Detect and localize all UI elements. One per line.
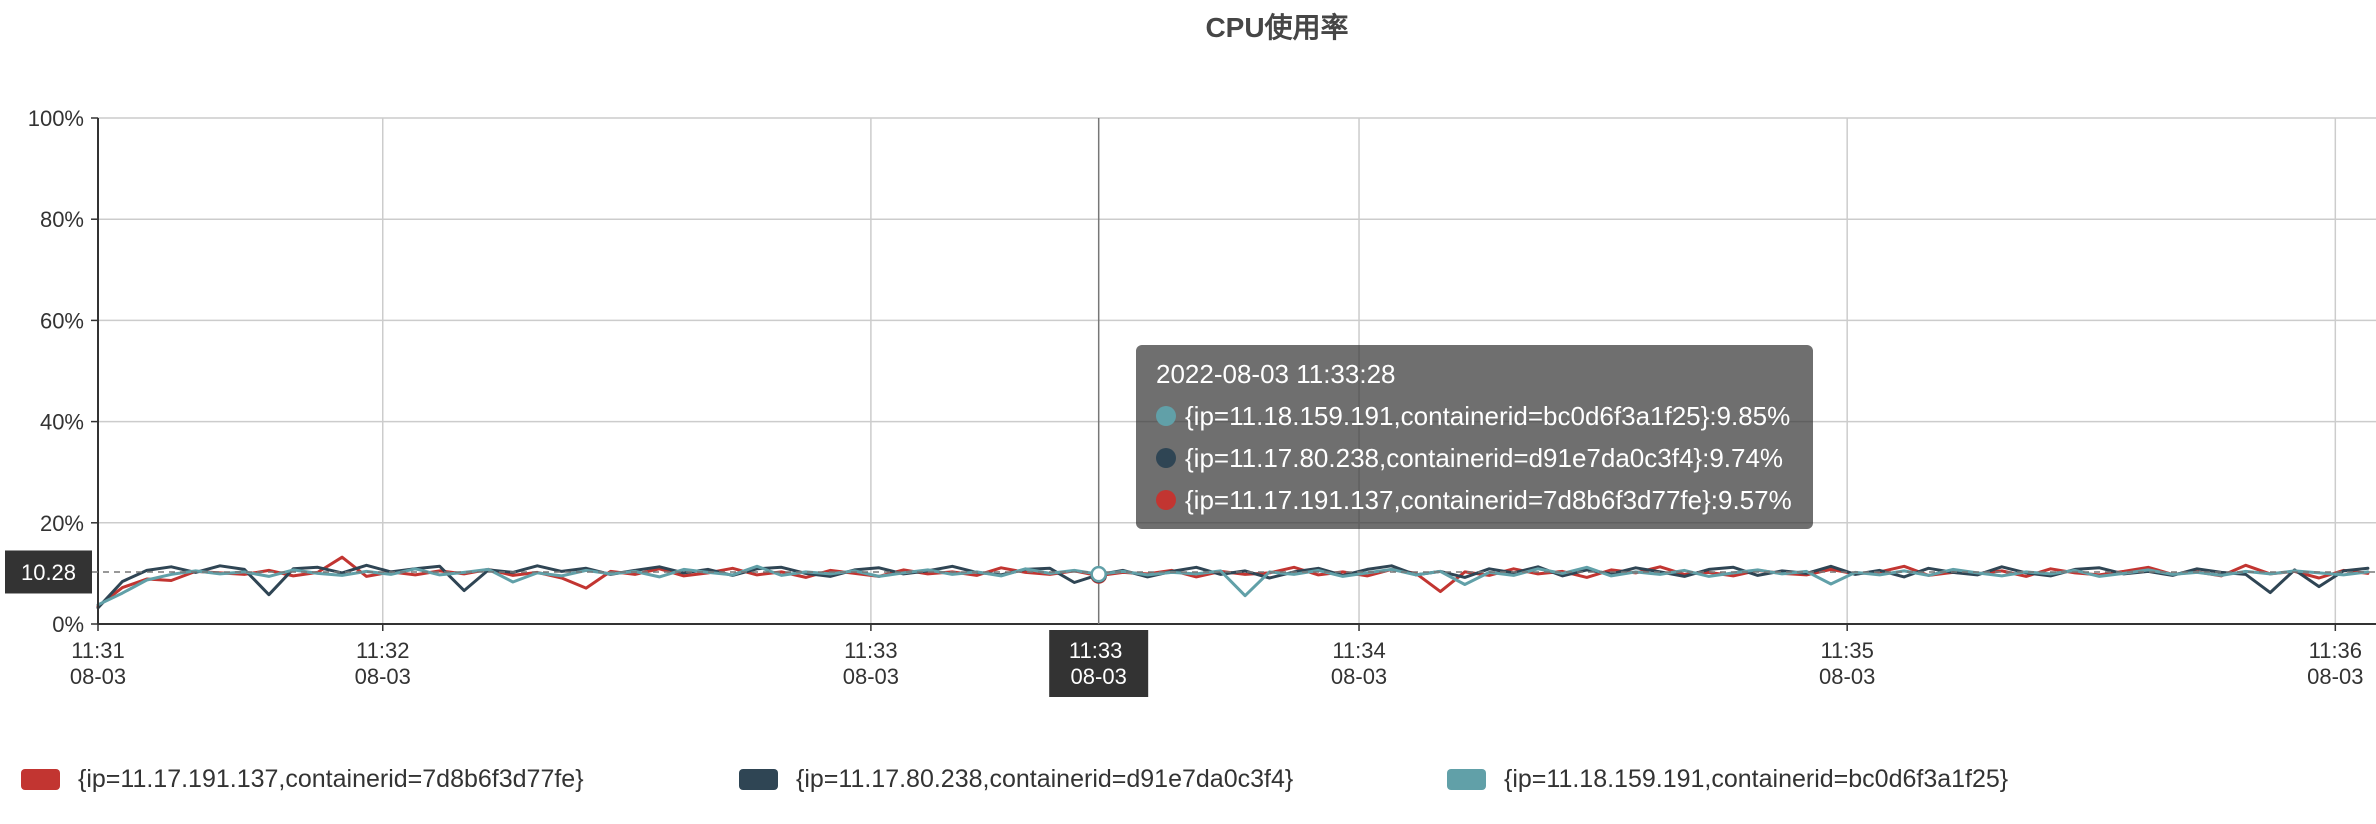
x-tick-date: 08-03 (355, 664, 411, 689)
y-pointer-label-box (5, 550, 92, 594)
legend-item-series-2[interactable]: {ip=11.17.80.238,containerid=d91e7da0c3f… (739, 764, 1293, 794)
x-tick-time: 11:36 (2309, 638, 2362, 663)
tooltip-row: {ip=11.17.80.238,containerid=d91e7da0c3f… (1156, 437, 1792, 479)
tooltip-series-text: {ip=11.17.80.238,containerid=d91e7da0c3f… (1185, 443, 1784, 473)
x-tick-date: 08-03 (70, 664, 126, 689)
y-tick-label: 80% (40, 207, 84, 232)
x-tick-label: 11:33 08-03 (843, 638, 899, 689)
legend-swatch (739, 768, 778, 790)
y-tick-label: 60% (40, 308, 84, 333)
x-tick-label: 11:34 08-03 (1331, 638, 1387, 689)
x-tick-label: 11:32 08-03 (355, 638, 411, 689)
tooltip-series-text: {ip=11.17.191.137,containerid=7d8b6f3d77… (1185, 485, 1792, 515)
legend-item-series-3[interactable]: {ip=11.18.159.191,containerid=bc0d6f3a1f… (1447, 764, 2008, 794)
x-tick-label: 11:36 08-03 (2307, 638, 2363, 689)
x-tick-time: 11:31 (71, 638, 124, 663)
tooltip-row: {ip=11.18.159.191,containerid=bc0d6f3a1f… (1156, 395, 1792, 437)
legend-swatch (21, 768, 60, 790)
legend-item-series-1[interactable]: {ip=11.17.191.137,containerid=7d8b6f3d77… (21, 764, 584, 794)
x-tick-label: 11:35 08-03 (1819, 638, 1875, 689)
y-pointer-label: 10.28 (21, 560, 76, 585)
hover-point-3 (1090, 565, 1107, 583)
series-line-2 (96, 563, 2370, 610)
x-tick-date: 08-03 (1819, 664, 1875, 689)
tooltip-series-marker (1156, 490, 1176, 510)
x-tick-date: 08-03 (2307, 664, 2363, 689)
tooltip-series-marker (1156, 406, 1176, 426)
hover-points (1090, 565, 1107, 584)
legend-label: {ip=11.17.80.238,containerid=d91e7da0c3f… (796, 764, 1294, 793)
x-pointer-label-box (1049, 630, 1149, 697)
y-tick-label: 40% (40, 410, 84, 435)
x-tick-time: 11:35 (1820, 638, 1873, 663)
legend-swatch (1447, 768, 1486, 790)
axis-pointer: 10.28 11:33 08-03 (5, 118, 2376, 697)
series-lines (96, 555, 2370, 610)
tooltip-series-marker (1156, 448, 1176, 468)
series-line-3 (96, 564, 2370, 607)
tooltip-series-text: {ip=11.18.159.191,containerid=bc0d6f3a1f… (1185, 401, 1791, 431)
legend-label: {ip=11.18.159.191,containerid=bc0d6f3a1f… (1504, 764, 2009, 793)
x-tick-time: 11:34 (1332, 638, 1385, 663)
x-tick-date: 08-03 (1331, 664, 1387, 689)
tooltip-row: {ip=11.17.191.137,containerid=7d8b6f3d77… (1156, 479, 1792, 521)
x-tick-time: 11:33 (844, 638, 897, 663)
tooltip-title: 2022-08-03 11:33:28 (1156, 359, 1396, 389)
y-tick-label: 0% (52, 612, 84, 637)
x-tick-time: 11:32 (356, 638, 409, 663)
x-tick-date: 08-03 (843, 664, 899, 689)
x-tick-label: 11:31 08-03 (70, 638, 126, 689)
x-pointer-label: 11:33 08-03 (1069, 638, 1129, 689)
x-pointer-date: 08-03 (1071, 664, 1127, 689)
y-tick-label: 20% (40, 511, 84, 536)
y-tick-label: 100% (28, 106, 84, 131)
chart-title: CPU使用率 (1205, 12, 1349, 43)
x-pointer-time: 11:33 (1069, 638, 1122, 663)
legend-label: {ip=11.17.191.137,containerid=7d8b6f3d77… (78, 764, 584, 793)
tooltip: 2022-08-03 11:33:28 {ip=11.18.159.191,co… (1136, 345, 1813, 529)
